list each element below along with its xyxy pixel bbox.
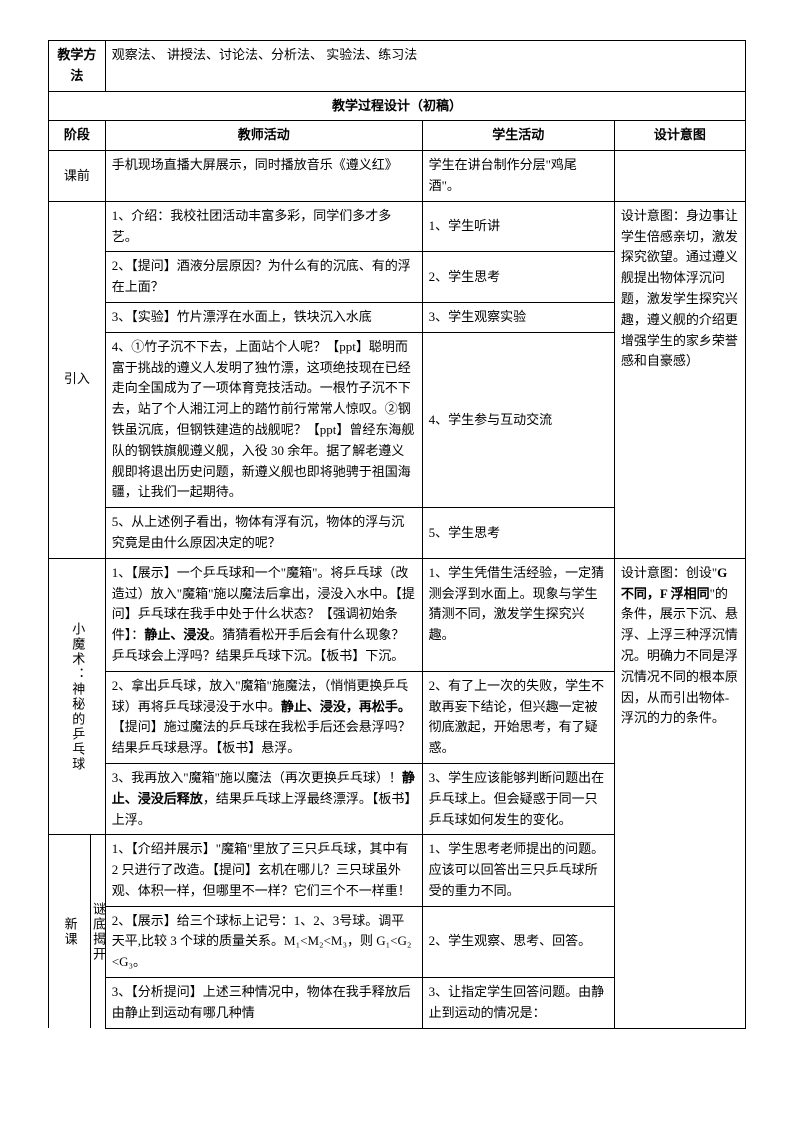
preclass-teacher: 手机现场直播大屏展示，同时播放音乐《遵义红》 (105, 151, 422, 202)
new-s-2: 2、学生观察、思考、回答。 (422, 906, 614, 977)
stage-newclass-sub: 谜底揭开 (90, 835, 105, 1028)
stage-intro: 引入 (49, 201, 106, 558)
magic-t-2: 2、拿出乒乓球，放入"魔箱"施魔法，（悄悄更换乒乓球）再将乒乓球浸没于水中。静止… (105, 671, 422, 763)
head-student: 学生活动 (422, 121, 614, 151)
preclass-intent (614, 151, 745, 202)
head-teacher: 教师活动 (105, 121, 422, 151)
intent-pre: 设计意图：创设" (621, 565, 717, 580)
intro-t-1: 1、介绍：我校社团活动丰富多彩，同学们多才多艺。 (105, 201, 422, 252)
method-label: 教学方法 (49, 41, 106, 92)
stage-preclass: 课前 (49, 151, 106, 202)
magic-t-2-bold: 静止、浸没，再松手。 (281, 699, 411, 714)
row-preclass: 课前 手机现场直播大屏展示，同时播放音乐《遵义红》 学生在讲台制作分层"鸡尾酒"… (49, 151, 746, 202)
magic-s-1: 1、学生凭借生活经验，一定猜测会浮到水面上。现象与学生猜测不同，激发学生探究兴趣… (422, 558, 614, 671)
intro-s-2: 2、学生思考 (422, 252, 614, 303)
new-t-3: 3、【分析提问】上述三种情况中，物体在我手释放后由静止到运动有哪几种情 (105, 978, 422, 1029)
row-magic-1: 小魔术：神秘的乒乓球 1、【展示】一个乒乓球和一个"魔箱"。将乒乓球（改造过）放… (49, 558, 746, 671)
magic-intent: 设计意图：创设"G 不同，F 浮相同"的条件，展示下沉、悬浮、上浮三种浮沉情况。… (614, 558, 745, 1028)
lesson-plan-table: 教学方法 观察法、 讲授法、讨论法、分析法、 实验法、练习法 教学过程设计（初稿… (48, 40, 746, 1029)
magic-s-2: 2、有了上一次的失败，学生不敢再妄下结论，但兴趣一定被彻底激起，开始思考，有了疑… (422, 671, 614, 763)
intro-t-5: 5、从上述例子看出，物体有浮有沉，物体的浮与沉究竟是由什么原因决定的呢？ (105, 508, 422, 559)
intro-s-4: 4、学生参与互动交流 (422, 332, 614, 507)
intro-intent: 设计意图：身边事让学生倍感亲切，激发探究欲望。通过遵义舰提出物体浮沉问题，激发学… (614, 201, 745, 558)
new-s-1: 1、学生思考老师提出的问题。应该可以回答出三只乒乓球所受的重力不同。 (422, 835, 614, 906)
stage-newclass: 新课 (49, 835, 91, 1028)
head-intent: 设计意图 (614, 121, 745, 151)
head-stage: 阶段 (49, 121, 106, 151)
intro-t-4: 4、①竹子沉不下去，上面站个人呢？【ppt】聪明而富于挑战的遵义人发明了独竹漂，… (105, 332, 422, 507)
stage-magic: 小魔术：神秘的乒乓球 (49, 558, 106, 835)
magic-t-3: 3、我再放入"魔箱"施以魔法（再次更换乒乓球）！静止、浸没后释放，结果乒乓球上浮… (105, 763, 422, 834)
preclass-student: 学生在讲台制作分层"鸡尾酒"。 (422, 151, 614, 202)
row-intro-1: 引入 1、介绍：我校社团活动丰富多彩，同学们多才多艺。 1、学生听讲 设计意图：… (49, 201, 746, 252)
magic-t-2-post: 【提问】施过魔法的乒乓球在我松手后还会悬浮吗？结果乒乓球悬浮。【板书】悬浮。 (112, 719, 411, 755)
magic-t-1: 1、【展示】一个乒乓球和一个"魔箱"。将乒乓球（改造过）放入"魔箱"施以魔法后拿… (105, 558, 422, 671)
intro-s-3: 3、学生观察实验 (422, 302, 614, 332)
row-header: 阶段 教师活动 学生活动 设计意图 (49, 121, 746, 151)
new-s-3: 3、让指定学生回答问题。由静止到运动的情况是： (422, 978, 614, 1029)
intro-t-3: 3、【实验】竹片漂浮在水面上，铁块沉入水底 (105, 302, 422, 332)
section-title: 教学过程设计（初稿） (49, 91, 746, 121)
row-title: 教学过程设计（初稿） (49, 91, 746, 121)
intro-s-1: 1、学生听讲 (422, 201, 614, 252)
intent-post: "的条件，展示下沉、悬浮、上浮三种浮沉情况。明确力不同是浮沉情况不同的根本原因，… (621, 586, 738, 726)
row-method: 教学方法 观察法、 讲授法、讨论法、分析法、 实验法、练习法 (49, 41, 746, 92)
method-value: 观察法、 讲授法、讨论法、分析法、 实验法、练习法 (105, 41, 745, 92)
intro-t-2: 2、【提问】酒液分层原因？为什么有的沉底、有的浮在上面？ (105, 252, 422, 303)
intro-s-5: 5、学生思考 (422, 508, 614, 559)
new-t-2: 2、【展示】给三个球标上记号：1、2、3号球。调平天平,比较 3 个球的质量关系… (105, 906, 422, 977)
magic-t-3-pre: 3、我再放入"魔箱"施以魔法（再次更换乒乓球）！ (112, 770, 402, 785)
magic-s-3: 3、学生应该能够判断问题出在乒乓球上。但会疑惑于同一只乒乓球如何发生的变化。 (422, 763, 614, 834)
magic-t-1-bold: 静止、浸没 (144, 627, 209, 642)
new-t-1: 1、【介绍并展示】"魔箱"里放了三只乒乓球，其中有 2 只进行了改造。【提问】玄… (105, 835, 422, 906)
